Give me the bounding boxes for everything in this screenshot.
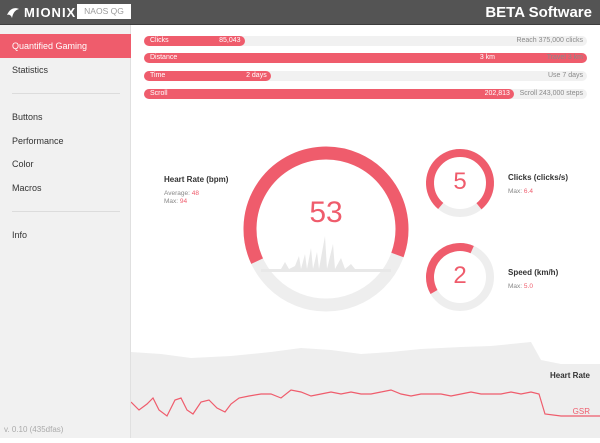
progress-fill xyxy=(144,36,245,46)
brand-name: MIONIX xyxy=(24,5,77,20)
mionix-logo: MIONIX xyxy=(6,4,76,21)
heart-rate-average-value: 48 xyxy=(191,190,199,197)
heart-rate-average: Average: 48 xyxy=(164,189,199,198)
progress-time: Time 2 days Use 7 days xyxy=(144,71,587,81)
speed-gauge xyxy=(426,243,494,311)
heart-rate-average-label: Average: xyxy=(164,190,190,197)
heart-rate-area xyxy=(131,342,600,438)
progress-scroll: Scroll 202,813 Scroll 243,000 steps xyxy=(144,89,587,99)
progress-value: 3 km xyxy=(479,54,495,61)
top-bar: MIONIX NAOS QG BETA Software xyxy=(0,0,600,25)
heart-rate-max-value: 94 xyxy=(179,198,188,205)
gsr-line xyxy=(130,389,600,417)
speed-max: Max: 5.0 xyxy=(508,282,533,291)
progress-goal: Reach 375,000 clicks xyxy=(516,37,583,44)
clicks-max-label: Max: xyxy=(508,188,523,195)
gauge-arc xyxy=(426,243,474,294)
gauge-arc xyxy=(243,146,409,264)
heart-rate-value: 53 xyxy=(309,196,343,229)
progress-goal: Travel 3 km xyxy=(546,54,583,61)
speed-title: Speed (km/h) xyxy=(508,268,559,277)
progress-value: 85,043 xyxy=(219,37,241,44)
sidebar-item-performance[interactable]: Performance xyxy=(12,136,64,146)
progress-fill xyxy=(144,71,271,81)
sidebar-item-info[interactable]: Info xyxy=(12,230,28,240)
progress-value: 2 days xyxy=(246,72,267,79)
heart-rate-max-label: Max: xyxy=(164,198,179,205)
history-graph-canvas xyxy=(130,342,600,438)
version-label: v. 0.10 (435dfas) xyxy=(4,425,64,434)
sidebar-item-color[interactable]: Color xyxy=(12,159,34,169)
sidebar-item-statistics[interactable]: Statistics xyxy=(12,65,49,75)
mionix-logo-icon xyxy=(7,7,19,18)
heart-rate-graph-label: Heart Rate xyxy=(549,371,590,380)
gsr-graph-label: GSR xyxy=(572,407,590,416)
speed-max-label: Max: xyxy=(508,283,523,290)
clicks-max: Max: 6.4 xyxy=(508,187,533,196)
progress-fill xyxy=(144,89,514,99)
history-graph: Heart Rate GSR xyxy=(130,338,600,438)
speed-max-value: 5.0 xyxy=(523,283,533,290)
clicks-max-value: 6.4 xyxy=(523,188,533,195)
progress-value: 202,813 xyxy=(484,90,510,97)
heart-rate-silhouette xyxy=(261,236,391,272)
sidebar-item-buttons[interactable]: Buttons xyxy=(12,112,43,122)
progress-label: Distance xyxy=(150,54,178,61)
clicks-gauge xyxy=(426,149,494,217)
clicks-title: Clicks (clicks/s) xyxy=(508,173,569,182)
progress-label: Time xyxy=(150,72,166,79)
progress-fill xyxy=(144,53,587,63)
speed-value: 2 xyxy=(453,262,467,289)
sidebar-divider xyxy=(12,93,120,94)
progress-goal: Use 7 days xyxy=(547,72,583,79)
sidebar-item-quantified-gaming[interactable]: Quantified Gaming xyxy=(0,34,131,58)
sidebar-item-macros[interactable]: Macros xyxy=(12,183,42,193)
sidebar-divider xyxy=(12,211,120,212)
app-title: BETA Software xyxy=(485,4,592,21)
progress-clicks: Clicks 85,043 Reach 375,000 clicks xyxy=(144,36,587,46)
progress-label: Scroll xyxy=(150,90,168,97)
device-selector-button[interactable]: NAOS QG xyxy=(77,4,131,19)
clicks-value: 5 xyxy=(453,168,467,195)
heart-rate-title: Heart Rate (bpm) xyxy=(164,175,229,184)
progress-goal: Scroll 243,000 steps xyxy=(519,90,583,97)
sidebar: Quantified Gaming Statistics Buttons Per… xyxy=(0,25,131,438)
heart-rate-gauge xyxy=(243,146,409,312)
progress-distance: Distance 3 km Travel 3 km xyxy=(144,53,587,63)
gauge-arc xyxy=(426,149,494,210)
heart-rate-max: Max: 94 xyxy=(164,197,187,206)
progress-label: Clicks xyxy=(150,37,169,44)
